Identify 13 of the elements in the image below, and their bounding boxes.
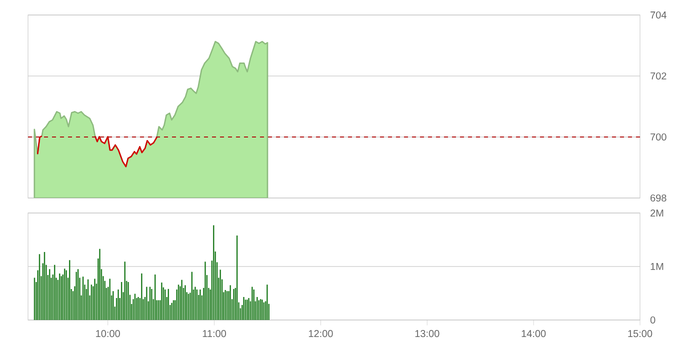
x-tick-label: 15:00 [628, 330, 652, 338]
y-tick-label: 704 [650, 11, 666, 19]
x-tick-label: 10:00 [96, 330, 120, 338]
x-tick-label: 12:00 [308, 330, 333, 338]
x-tick-label: 11:00 [202, 330, 226, 338]
y-tick-label: 1M [650, 263, 664, 270]
x-tick-label: 14:00 [522, 330, 546, 338]
y-tick-label: 2M [650, 209, 664, 216]
y-tick-label: 702 [650, 72, 666, 80]
y-tick-label: 0 [650, 316, 656, 324]
x-tick-label: 13:00 [415, 330, 440, 338]
y-tick-label: 700 [650, 133, 666, 141]
y-tick-label: 698 [650, 194, 666, 202]
